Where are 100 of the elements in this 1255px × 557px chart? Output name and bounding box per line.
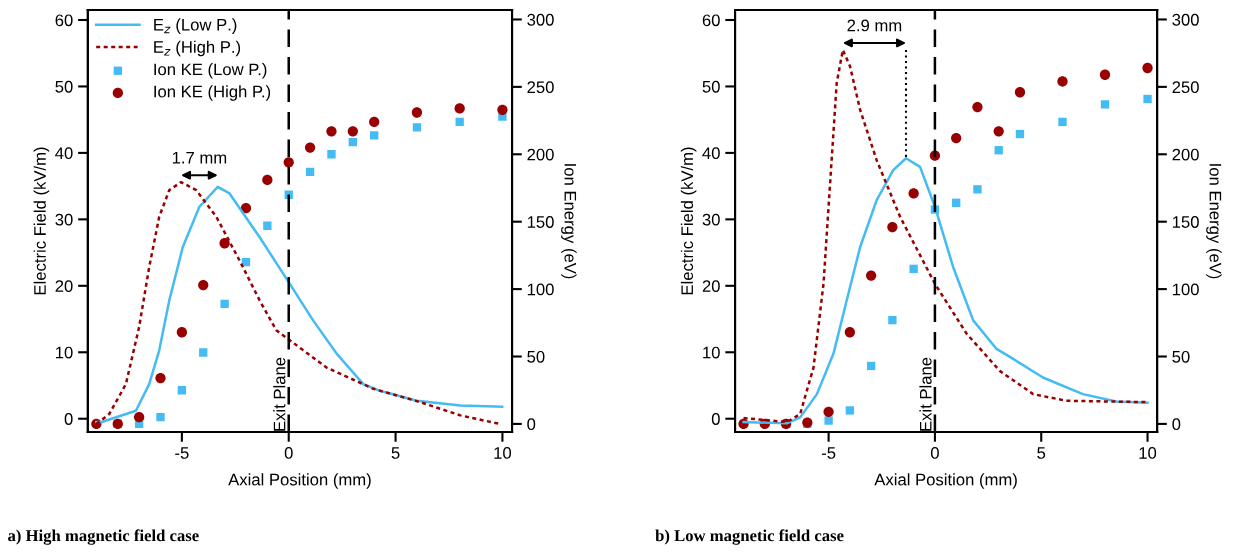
point — [455, 117, 464, 127]
point — [1057, 76, 1068, 87]
point — [133, 412, 145, 423]
point — [1100, 100, 1110, 109]
y2-tick-label: 300 — [1172, 13, 1199, 26]
point — [845, 406, 855, 415]
point — [198, 279, 209, 291]
legend-label: E$_{z}$ (Low P.) — [154, 18, 237, 34]
ref-line-label: Exit Plane — [273, 357, 286, 431]
point — [1142, 62, 1153, 74]
point — [844, 327, 856, 338]
annotation: 1.7 mm — [172, 151, 227, 164]
y2-axis-title: Ion Energy (eV) — [1206, 164, 1222, 279]
point — [497, 104, 508, 115]
x-axis-title: Axial Position (mm) — [228, 473, 371, 489]
point — [326, 126, 337, 137]
x-tick-label: -5 — [175, 447, 189, 459]
y-tick-label: 60 — [702, 14, 720, 27]
point — [305, 167, 315, 176]
point — [888, 315, 897, 325]
point — [1058, 117, 1067, 127]
legend-label: Ion KE (High P.) — [154, 85, 271, 101]
y2-tick-label: 150 — [527, 216, 554, 228]
x-tick-label: 0 — [284, 447, 293, 459]
y-tick-label: 30 — [702, 213, 720, 226]
point — [177, 386, 187, 395]
y-tick-label: 10 — [56, 346, 73, 359]
point — [412, 123, 422, 132]
point — [370, 131, 379, 140]
point — [994, 146, 1003, 155]
point — [240, 203, 252, 214]
y-tick-label: 50 — [702, 80, 720, 93]
point — [219, 238, 230, 249]
y2-tick-label: 0 — [527, 418, 536, 431]
y-tick-label: 0 — [64, 413, 73, 425]
point — [973, 185, 982, 194]
y2-tick-label: 300 — [527, 13, 554, 26]
point — [865, 270, 877, 281]
point — [993, 126, 1004, 137]
y-tick-label: 30 — [55, 213, 73, 226]
point — [908, 188, 919, 199]
x-tick-label: 0 — [930, 447, 939, 459]
y2-tick-label: 150 — [1172, 216, 1199, 228]
point — [304, 142, 316, 153]
y-tick-label: 40 — [702, 147, 720, 160]
x-axis-title: Axial Position (mm) — [874, 473, 1017, 489]
text: a) High magnetic field case — [8, 529, 199, 545]
y-axis-title: Electric Field (kV/m) — [33, 147, 50, 295]
y-tick-label: 20 — [55, 280, 73, 293]
point — [951, 132, 962, 144]
point — [1099, 69, 1111, 80]
point — [176, 327, 188, 338]
y2-tick-label: 200 — [1172, 148, 1199, 161]
point — [262, 174, 273, 186]
x-tick-label: 10 — [1139, 447, 1157, 459]
y2-tick-label: 100 — [527, 283, 554, 296]
x-tick-label: 5 — [1037, 447, 1046, 459]
x-tick-label: 5 — [391, 447, 400, 459]
y2-tick-label: 250 — [527, 81, 554, 94]
y2-tick-label: 0 — [1172, 418, 1181, 431]
point — [411, 107, 423, 118]
y-tick-label: 0 — [711, 413, 720, 425]
y2-axis-title: Ion Energy (eV) — [561, 164, 577, 279]
point — [887, 221, 898, 233]
x-tick-label: 10 — [494, 447, 512, 459]
point — [823, 406, 834, 417]
point — [327, 150, 336, 159]
point — [972, 101, 983, 113]
annotation: 2.9 mm — [847, 19, 902, 32]
y-tick-label: 50 — [55, 80, 73, 93]
point — [1014, 87, 1026, 98]
point — [155, 372, 166, 384]
point — [283, 157, 294, 168]
point — [347, 126, 358, 137]
point — [454, 103, 465, 114]
point — [348, 137, 357, 147]
point — [241, 257, 251, 267]
text: b) Low magnetic field case — [655, 529, 844, 545]
legend-label: E$_{z}$ (High P.) — [154, 40, 241, 57]
point — [199, 348, 208, 357]
point — [1143, 94, 1152, 104]
point — [952, 198, 961, 207]
point — [220, 299, 229, 309]
y2-tick-label: 50 — [1172, 350, 1190, 363]
y-tick-label: 40 — [55, 147, 73, 160]
point — [1015, 129, 1025, 139]
y2-tick-label: 100 — [1172, 283, 1199, 296]
point — [369, 116, 380, 128]
point — [824, 416, 833, 425]
y-tick-label: 10 — [703, 346, 720, 359]
point — [866, 361, 876, 371]
point — [909, 264, 918, 274]
y2-tick-label: 50 — [527, 350, 545, 363]
y-tick-label: 20 — [702, 280, 720, 293]
y-axis-title: Electric Field (kV/m) — [680, 147, 697, 295]
point — [156, 413, 165, 422]
ref-line-label: Exit Plane — [919, 357, 932, 431]
y2-tick-label: 250 — [1172, 81, 1199, 94]
y2-tick-label: 200 — [527, 148, 554, 161]
point — [263, 221, 272, 230]
